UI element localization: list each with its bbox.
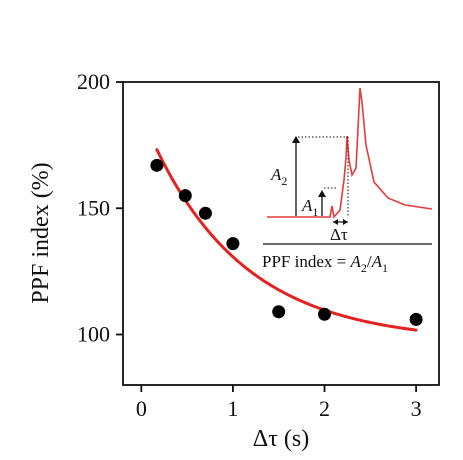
inset-a2-arrowhead bbox=[292, 136, 300, 143]
inset-trace bbox=[267, 87, 433, 219]
data-points bbox=[150, 158, 423, 326]
data-point bbox=[150, 158, 164, 172]
data-point bbox=[198, 206, 212, 220]
x-axis-label: Δτ (s) bbox=[253, 426, 309, 452]
y-axis-label: PPF index (%) bbox=[28, 162, 54, 303]
inset-formula: PPF index = A2/A1 bbox=[262, 252, 388, 275]
axis-ticks bbox=[116, 81, 418, 392]
data-point bbox=[178, 189, 192, 203]
inset-label-dtau: Δτ bbox=[330, 225, 348, 244]
y-tick-label: 100 bbox=[77, 322, 110, 347]
data-point bbox=[318, 307, 332, 321]
x-tick-label: 3 bbox=[411, 396, 422, 421]
axis-tick-labels: 0 1 2 3 100 150 200 bbox=[77, 69, 422, 421]
inset-dtau-arrowhead-left bbox=[333, 219, 338, 225]
plot-frame bbox=[122, 81, 440, 386]
data-point bbox=[226, 237, 240, 251]
x-tick-label: 1 bbox=[227, 396, 238, 421]
y-tick-label: 200 bbox=[77, 69, 110, 94]
inset-a1-arrowhead bbox=[318, 190, 326, 197]
data-point bbox=[409, 312, 423, 326]
inset-label-a2: A2 bbox=[270, 165, 287, 188]
fit-curve bbox=[155, 148, 418, 332]
y-tick-label: 150 bbox=[77, 195, 110, 220]
x-tick-label: 2 bbox=[319, 396, 330, 421]
inset-dtau-arrowhead-right bbox=[343, 219, 348, 225]
inset-label-a1: A1 bbox=[301, 196, 318, 219]
ppf-inset: A2 A1 Δτ PPF index = A2/A1 bbox=[262, 87, 433, 275]
x-tick-label: 0 bbox=[136, 396, 147, 421]
data-point bbox=[272, 305, 286, 319]
